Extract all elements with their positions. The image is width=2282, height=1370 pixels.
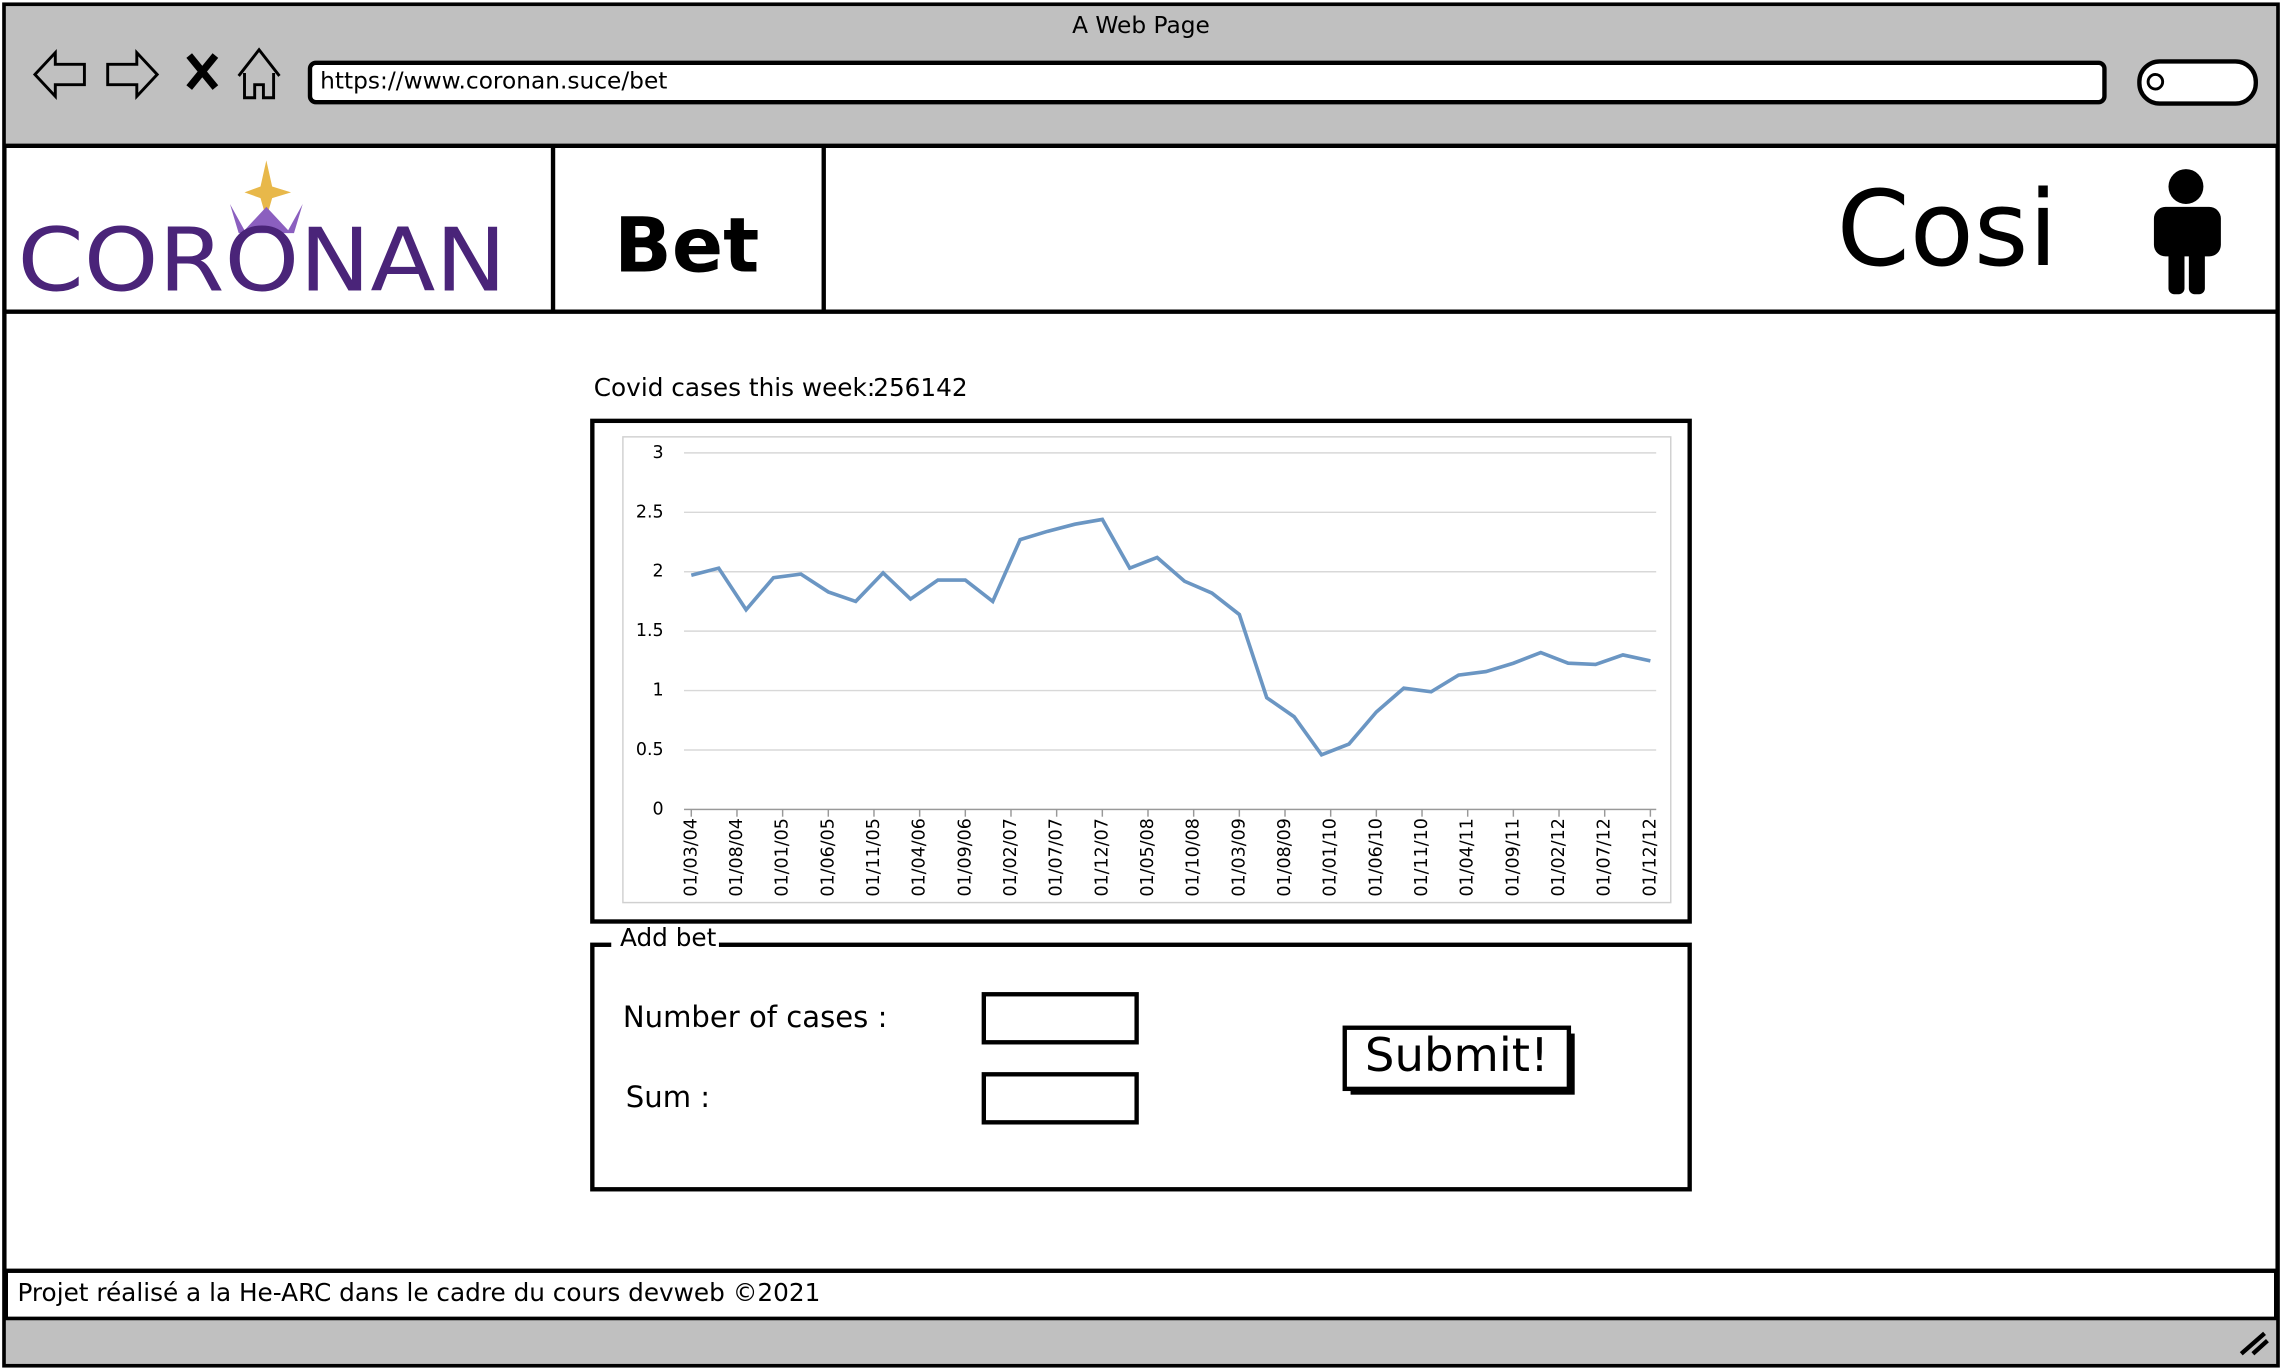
x-tick-label: 01/11/10 [1412,818,1432,896]
status-bar [5,1320,2277,1364]
back-button[interactable] [32,48,86,101]
window-title: A Web Page [1072,12,1210,39]
user-name[interactable]: Cosi [1837,168,2058,290]
x-tick-label: 01/09/06 [955,818,975,896]
y-tick-label: 2.5 [636,502,664,522]
submit-label: Submit! [1365,1028,1549,1082]
submit-button[interactable] [1342,1025,1572,1092]
x-tick-label: 01/12/07 [1092,818,1112,896]
logo[interactable]: CORONAN [17,210,506,312]
x-tick-label: 01/08/09 [1275,818,1295,896]
x-tick-label: 01/02/07 [1001,818,1021,896]
y-tick-label: 0 [653,799,664,819]
x-tick-label: 01/07/07 [1047,818,1067,896]
x-tick-label: 01/02/12 [1549,818,1569,896]
x-tick-label: 01/11/05 [864,818,884,896]
x-tick-label: 01/03/09 [1229,818,1249,896]
form-fieldset [590,942,1692,1192]
sum-label: Sum : [626,1080,710,1114]
url-field[interactable] [307,60,2107,105]
x-tick-label: 01/04/06 [910,818,930,896]
resize-grip [2239,1331,2269,1356]
x-tick-label: 01/09/11 [1503,818,1523,896]
x-tick-label: 01/03/04 [681,818,701,896]
data-line [690,517,1651,757]
x-tick-label: 01/10/08 [1184,818,1204,896]
x-tick-label: 01/01/10 [1321,818,1341,896]
footer [3,1268,2279,1321]
stop-button[interactable] [186,53,219,90]
home-button[interactable] [237,47,281,100]
y-tick-label: 3 [653,443,664,463]
chart: 0 0.5 1 1.5 2 2.5 3 01/03/04 01/08/04 01/01/05 01/… [636,443,1660,897]
form-legend: Add bet [620,923,717,952]
forward-button[interactable] [106,48,160,101]
x-tick-label: 01/04/11 [1458,818,1478,896]
cases-label: Number of cases : [623,1000,888,1034]
footer-text: Projet réalisé a la He-ARC dans le cadre… [17,1278,820,1307]
logo-star [244,160,292,219]
x-tick-label: 01/07/12 [1595,818,1615,896]
cases-input[interactable] [981,992,1139,1045]
chart-frame [590,418,1692,924]
x-tick-label: 01/06/10 [1366,818,1386,896]
x-tick-label: 01/12/12 [1640,818,1660,896]
stats-value: 256142 [873,373,967,402]
user-icon[interactable] [2153,169,2221,295]
y-tick-label: 2 [653,562,664,582]
y-tick-label: 0.5 [636,740,664,760]
x-tick-label: 01/05/08 [1138,818,1158,896]
chart-plot-frame [622,436,1672,904]
x-tick-label: 01/06/05 [818,818,838,896]
x-tick-label: 01/08/04 [727,818,747,896]
search-icon [2146,73,2165,91]
y-tick-label: 1 [653,681,664,701]
logo-crown [229,204,303,234]
nav-bet[interactable]: Bet [614,202,759,290]
stats-label: Covid cases this week: [594,373,875,402]
sum-input[interactable] [981,1072,1139,1125]
x-tick-label: 01/01/05 [773,818,793,896]
search-field[interactable] [2137,59,2258,106]
y-tick-label: 1.5 [636,621,664,641]
url-text: https://www.coronan.suce/bet [320,67,667,94]
legend-background [611,925,719,955]
